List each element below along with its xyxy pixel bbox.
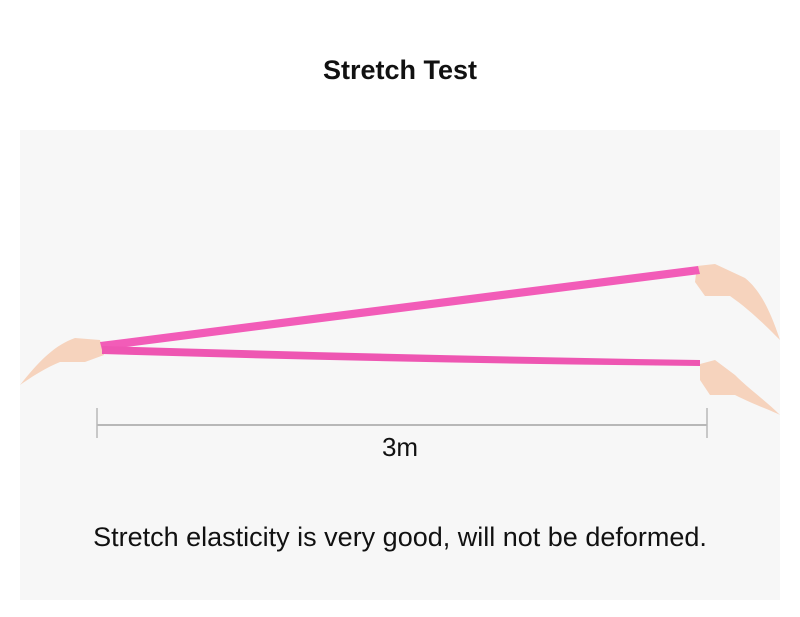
band-lower bbox=[102, 346, 700, 366]
right-bottom-hand bbox=[700, 360, 780, 415]
caption: Stretch elasticity is very good, will no… bbox=[93, 522, 707, 552]
band-upper bbox=[100, 266, 700, 350]
right-top-hand bbox=[695, 264, 780, 340]
measurement-label: 3m bbox=[381, 432, 419, 462]
left-hand bbox=[20, 338, 104, 385]
page-title: Stretch Test bbox=[322, 55, 478, 85]
